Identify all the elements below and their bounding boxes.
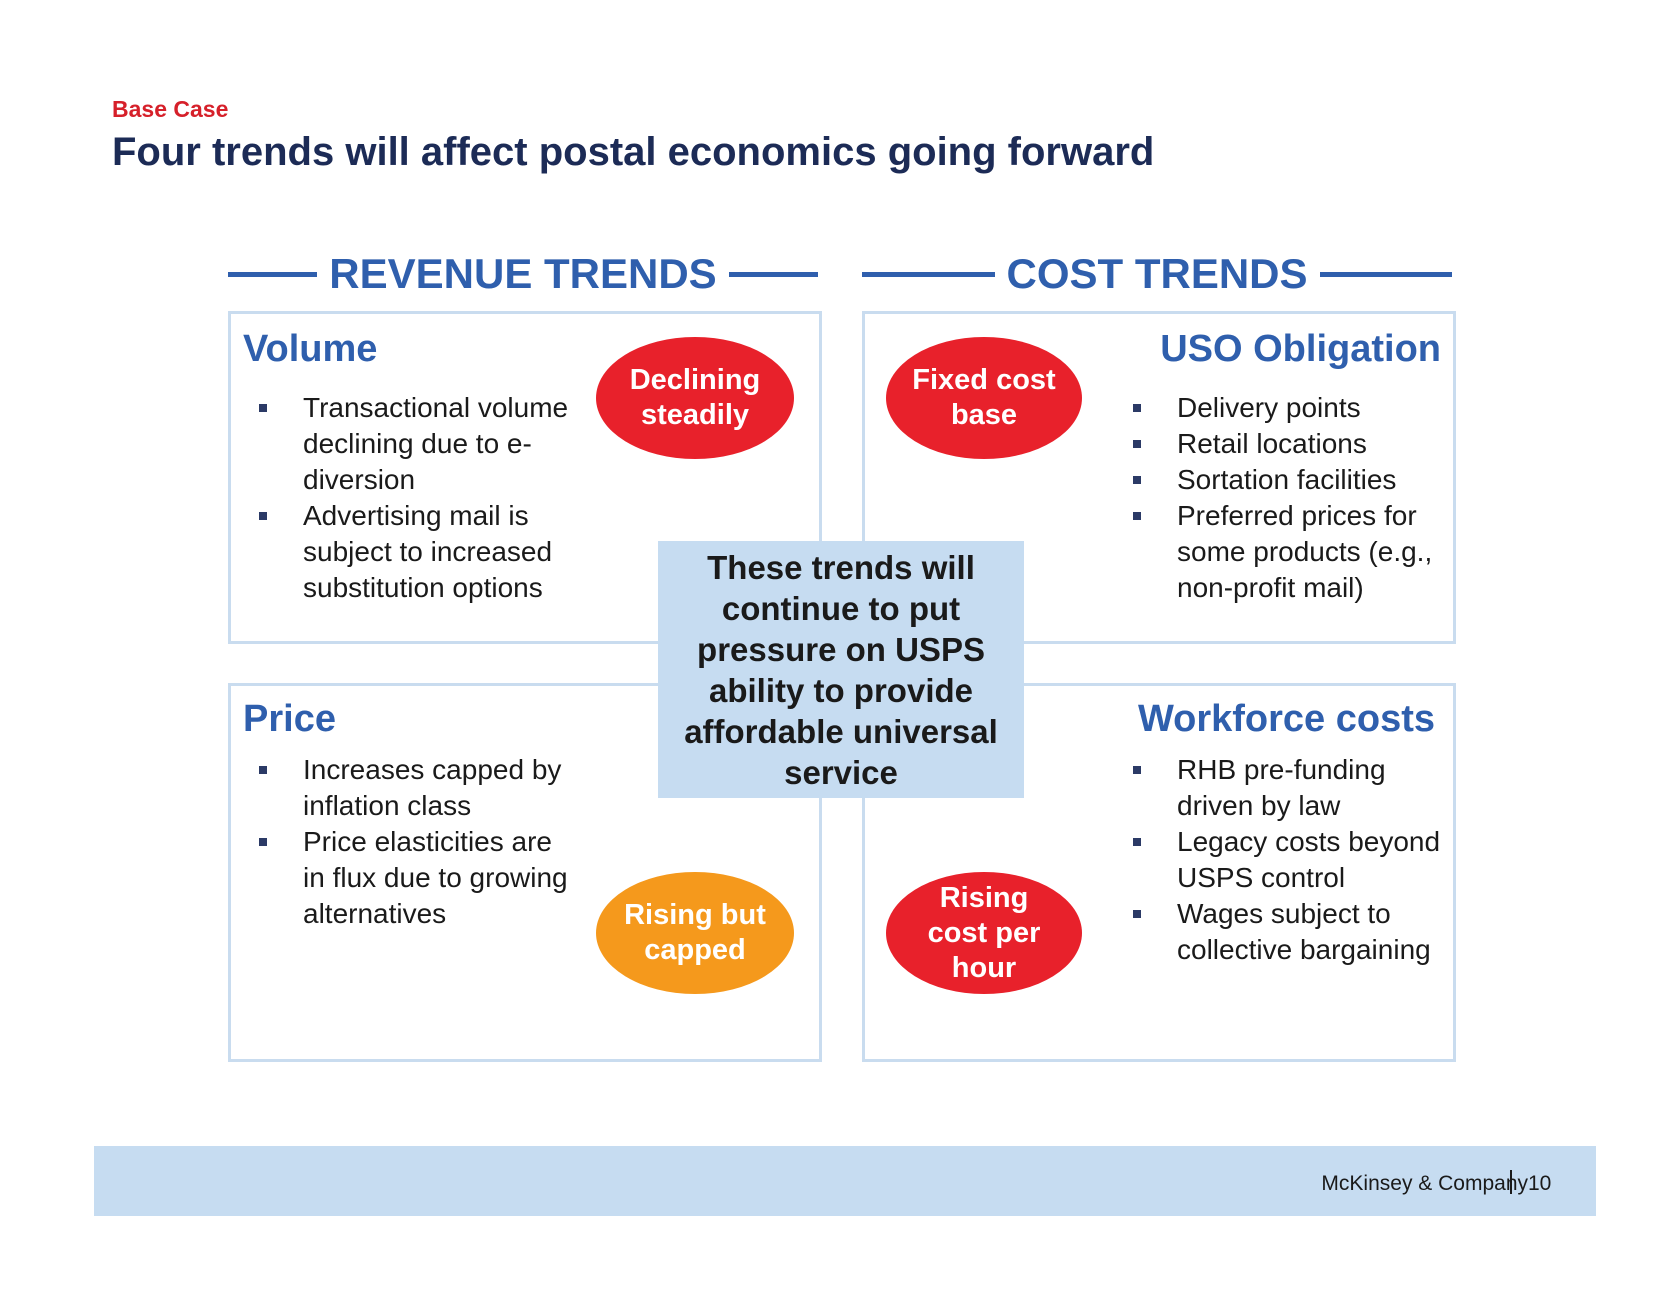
- center-message-box: These trends will continue to put pressu…: [658, 541, 1024, 798]
- list-item: Legacy costs beyond USPS control: [1133, 824, 1453, 896]
- price-title: Price: [243, 698, 336, 740]
- volume-bullets: Transactional volume declining due to e-…: [259, 390, 589, 606]
- list-item: Transactional volume declining due to e-…: [259, 390, 589, 498]
- workforce-costs-panel: Workforce costs RHB pre-funding driven b…: [862, 683, 1456, 1062]
- price-bullets: Increases capped by inflation class Pric…: [259, 752, 569, 932]
- header-rule-right: [728, 271, 818, 277]
- list-item: Wages subject to collective bargaining: [1133, 896, 1453, 968]
- page-number: 10: [1528, 1172, 1552, 1195]
- list-item: Sortation facilities: [1133, 462, 1451, 498]
- header-rule-left: [228, 271, 318, 277]
- list-item: Retail locations: [1133, 426, 1451, 462]
- list-item: Price elasticities are in flux due to gr…: [259, 824, 569, 932]
- list-item: Delivery points: [1133, 390, 1451, 426]
- cost-trends-label: COST TRENDS: [1006, 250, 1308, 297]
- rising-cost-per-hour-badge: Rising cost per hour: [886, 872, 1082, 994]
- workforce-bullets: RHB pre-funding driven by law Legacy cos…: [1133, 752, 1453, 968]
- list-item: RHB pre-funding driven by law: [1133, 752, 1453, 824]
- list-item: Advertising mail is subject to increased…: [259, 498, 589, 606]
- header-rule-right: [1319, 271, 1453, 277]
- list-item: Increases capped by inflation class: [259, 752, 569, 824]
- uso-obligation-title: USO Obligation: [1160, 328, 1441, 370]
- uso-bullets: Delivery points Retail locations Sortati…: [1133, 390, 1451, 606]
- volume-title: Volume: [243, 328, 378, 370]
- declining-steadily-badge: Declining steadily: [596, 337, 794, 459]
- revenue-trends-label: REVENUE TRENDS: [329, 250, 717, 297]
- footer-separator: [1510, 1170, 1512, 1194]
- page-title: Four trends will affect postal economics…: [112, 130, 1155, 174]
- header-rule-left: [862, 271, 995, 277]
- kicker-label: Base Case: [112, 96, 229, 122]
- list-item: Preferred prices for some products (e.g.…: [1133, 498, 1451, 606]
- rising-but-capped-badge: Rising but capped: [596, 872, 794, 994]
- cost-trends-header: COST TRENDS: [862, 248, 1453, 300]
- revenue-trends-header: REVENUE TRENDS: [228, 248, 818, 300]
- footer-bar: [94, 1146, 1596, 1216]
- fixed-cost-base-badge: Fixed cost base: [886, 337, 1082, 459]
- workforce-costs-title: Workforce costs: [1137, 698, 1435, 740]
- footer-company: McKinsey & Company: [1321, 1172, 1528, 1195]
